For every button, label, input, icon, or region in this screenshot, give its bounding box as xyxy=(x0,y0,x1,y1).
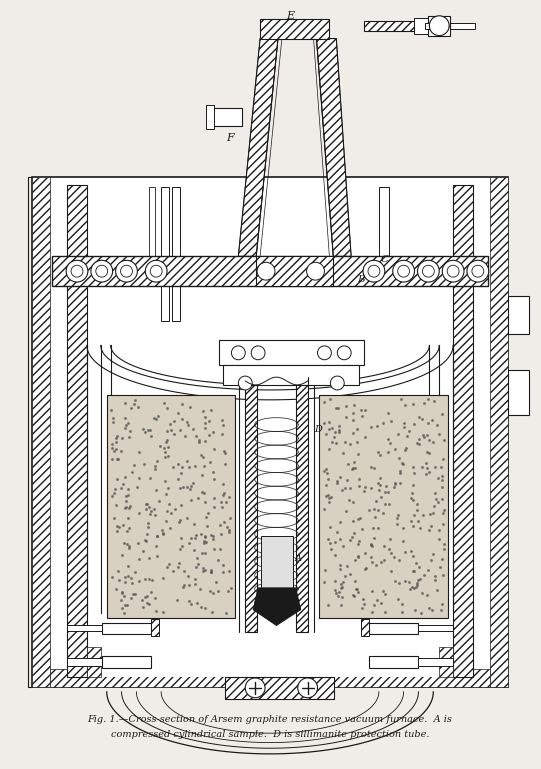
Bar xyxy=(490,177,507,687)
Circle shape xyxy=(245,678,265,697)
Circle shape xyxy=(116,260,137,282)
Bar xyxy=(102,623,151,634)
Bar xyxy=(67,185,87,677)
Circle shape xyxy=(91,260,113,282)
Circle shape xyxy=(298,678,318,697)
Circle shape xyxy=(232,346,245,360)
Bar xyxy=(450,23,475,28)
Bar xyxy=(361,618,369,637)
Bar xyxy=(260,18,329,38)
Bar xyxy=(428,16,450,35)
Polygon shape xyxy=(253,588,301,625)
Text: B: B xyxy=(357,275,365,284)
Text: compressed cylindrical sample.  D is sillimanite protection tube.: compressed cylindrical sample. D is sill… xyxy=(111,730,429,739)
Bar xyxy=(149,187,155,286)
Circle shape xyxy=(318,346,332,360)
Bar xyxy=(102,656,151,668)
Bar xyxy=(87,647,101,677)
Bar xyxy=(369,656,419,668)
Bar xyxy=(210,108,242,125)
Circle shape xyxy=(418,260,439,282)
Bar xyxy=(296,385,308,632)
Circle shape xyxy=(121,265,133,277)
Bar xyxy=(223,365,359,385)
Bar xyxy=(67,658,102,666)
Circle shape xyxy=(146,260,167,282)
Bar xyxy=(256,256,333,286)
Polygon shape xyxy=(239,38,278,256)
Circle shape xyxy=(442,260,464,282)
Bar xyxy=(419,658,453,666)
Bar xyxy=(107,395,235,618)
Circle shape xyxy=(150,265,162,277)
Bar xyxy=(226,677,334,699)
Bar xyxy=(206,105,214,128)
Text: C: C xyxy=(381,255,389,264)
Text: Fig. 1.—Cross-section of Arsem graphite resistance vacuum furnace.  A is: Fig. 1.—Cross-section of Arsem graphite … xyxy=(88,715,452,724)
Bar xyxy=(151,618,159,637)
Bar xyxy=(413,18,428,34)
Circle shape xyxy=(363,260,385,282)
Bar xyxy=(87,185,453,677)
Bar xyxy=(425,23,431,28)
Text: D: D xyxy=(314,425,322,434)
Bar xyxy=(379,187,389,266)
Circle shape xyxy=(423,265,434,277)
Bar xyxy=(50,669,490,687)
Bar xyxy=(67,625,102,631)
Circle shape xyxy=(430,16,449,35)
Circle shape xyxy=(239,376,252,390)
Bar xyxy=(245,385,257,632)
Text: A: A xyxy=(295,554,302,563)
Circle shape xyxy=(398,265,410,277)
Circle shape xyxy=(368,265,380,277)
Circle shape xyxy=(393,260,414,282)
Text: F: F xyxy=(227,132,234,142)
Bar xyxy=(161,187,169,321)
Circle shape xyxy=(71,265,83,277)
Circle shape xyxy=(331,376,344,390)
Circle shape xyxy=(472,265,484,277)
Bar xyxy=(320,395,448,618)
Bar xyxy=(439,647,453,677)
Circle shape xyxy=(257,262,275,280)
Bar xyxy=(32,177,507,687)
Bar xyxy=(261,537,293,588)
Bar xyxy=(32,177,50,687)
Bar xyxy=(419,625,453,631)
Circle shape xyxy=(307,262,325,280)
Circle shape xyxy=(467,260,489,282)
Bar xyxy=(219,341,364,365)
Circle shape xyxy=(447,265,459,277)
Bar xyxy=(453,185,473,677)
Circle shape xyxy=(96,265,108,277)
Circle shape xyxy=(251,346,265,360)
Text: E: E xyxy=(286,11,294,21)
Bar xyxy=(369,623,419,634)
Bar xyxy=(507,370,529,414)
Bar xyxy=(507,296,529,334)
Circle shape xyxy=(66,260,88,282)
Bar xyxy=(172,187,180,321)
Polygon shape xyxy=(316,38,351,256)
Circle shape xyxy=(337,346,351,360)
Bar xyxy=(52,256,488,286)
Bar xyxy=(364,21,413,31)
